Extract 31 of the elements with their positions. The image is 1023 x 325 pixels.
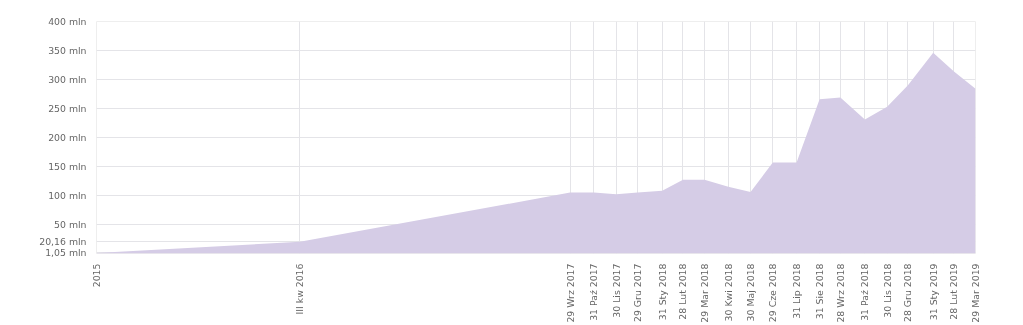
x-tick-label: 30 Kwi 2018	[722, 263, 734, 322]
x-tick-label: 31 Paź 2017	[588, 263, 600, 321]
x-tick-label: 29 Cze 2018	[767, 263, 779, 323]
x-tick-label: 30 Lis 2018	[881, 263, 893, 318]
x-tick-label: 31 Sty 2019	[927, 263, 939, 321]
y-tick-label: 20,16 mln	[39, 236, 87, 248]
y-tick-label: 350 mln	[48, 45, 87, 56]
x-tick-label: 31 Lip 2018	[791, 263, 803, 319]
x-tick-label: 2015	[91, 263, 102, 288]
y-tick-label: 300 mln	[48, 74, 87, 85]
x-tick-label: 31 Sie 2018	[814, 263, 826, 320]
x-tick-label: 29 Wrz 2017	[564, 263, 576, 323]
y-tick-label: 1,05 mln	[45, 247, 87, 259]
x-tick-label: 31 Sty 2018	[656, 263, 668, 321]
x-tick-label: 29 Gru 2017	[632, 263, 644, 323]
x-tick-label: 30 Maj 2018	[745, 263, 757, 322]
y-tick-label: 150 mln	[48, 161, 87, 172]
x-tick-label: 29 Mar 2019	[970, 263, 981, 323]
x-tick-label: III kw 2016	[294, 263, 306, 315]
x-tick-label: 31 Paź 2018	[859, 263, 871, 321]
y-tick-label: 250 mln	[48, 103, 87, 114]
x-tick-label: 30 Lis 2017	[610, 263, 622, 318]
x-tick-label: 28 Lut 2018	[677, 263, 689, 320]
y-tick-label: 50 mln	[54, 219, 87, 230]
y-tick-label: 400 mln	[48, 16, 87, 27]
x-tick-label: 29 Mar 2018	[699, 263, 711, 323]
y-tick-label: 200 mln	[48, 132, 87, 143]
y-tick-label: 100 mln	[48, 190, 87, 201]
x-tick-label: 28 Gru 2018	[902, 263, 914, 323]
x-tick-label: 28 Wrz 2018	[834, 263, 846, 323]
x-tick-label: 28 Lut 2019	[948, 263, 960, 320]
